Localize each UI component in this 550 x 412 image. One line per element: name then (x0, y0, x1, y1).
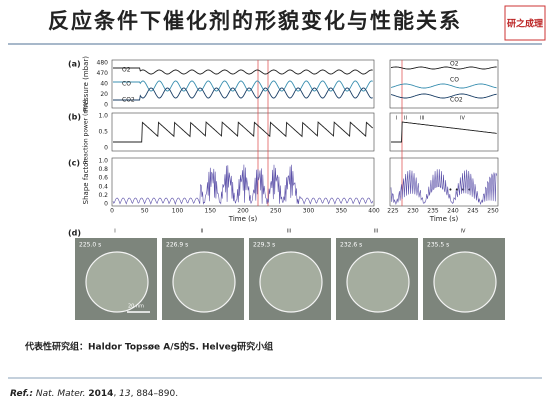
x-tick-label: 100 (172, 208, 184, 215)
y-tick-label: 0.6 (98, 175, 108, 182)
time-label: 226.9 s (166, 242, 188, 249)
y-tick-label: 0 (104, 145, 108, 152)
particle (172, 251, 236, 313)
x-tick-label: 240 (447, 208, 459, 215)
trace (113, 67, 373, 75)
panel-label: (b) (68, 113, 81, 122)
y-tick-label: 40 (100, 81, 108, 88)
particle (433, 251, 497, 313)
trace (113, 87, 373, 101)
trace (113, 80, 373, 92)
y-tick-label: 0 (104, 102, 108, 109)
y-tick-label: 1.0 (98, 113, 108, 120)
y-tick-label: 0 (104, 201, 108, 208)
trace (390, 83, 497, 89)
y-tick-label: 0.5 (98, 129, 108, 136)
x-tick-label: 235 (427, 208, 439, 215)
x-tick-label: 250 (270, 208, 282, 215)
time-label: 229.3 s (253, 242, 275, 249)
plot-frame (389, 112, 499, 152)
particle (85, 251, 149, 313)
particle (346, 251, 410, 313)
series-label: O2 (450, 61, 459, 68)
plot-frame (111, 157, 375, 207)
y-tick-label: 480 (97, 60, 109, 67)
x-tick-label: 400 (368, 208, 380, 215)
time-label: 235.5 s (427, 242, 449, 249)
stage-label: IV (461, 229, 466, 235)
plot-frame (389, 157, 499, 207)
y-tick-label: 0.4 (98, 183, 108, 190)
ref-journal: Nat. Mater. (36, 389, 86, 399)
x-tick-label: 300 (303, 208, 315, 215)
stage-label: I (396, 116, 397, 122)
time-label: 232.6 s (340, 242, 362, 249)
panel-label: (d) (68, 229, 81, 238)
x-tick-label: 250 (487, 208, 499, 215)
caption: 代表性研究组：Haldor Topsøe A/S的S. Helveg研究小组 (24, 341, 273, 353)
series-label: CO (122, 81, 131, 88)
stage-label: III (420, 116, 424, 122)
ref-prefix: Ref.: (10, 389, 33, 399)
panel-label: (a) (68, 60, 81, 69)
time-label: 225.0 s (79, 242, 101, 249)
figure: (a) (b) (c) (d) Pressure (mbar) Reaction… (68, 56, 505, 320)
x-tick-label: 200 (237, 208, 249, 215)
trace (390, 93, 497, 99)
x-tick-label: 150 (205, 208, 217, 215)
particle (259, 251, 323, 313)
x-tick-label: 230 (407, 208, 419, 215)
y-tick-label: 20 (100, 91, 108, 98)
y-tick-label: 0.2 (98, 192, 108, 199)
axis-label: Time (s) (429, 215, 459, 223)
trace (391, 121, 497, 143)
plot-frame (389, 59, 499, 109)
reference: Ref.: Nat. Mater. 2014, 13, 884–890. (10, 389, 178, 399)
y-tick-label: 470 (97, 70, 109, 77)
series-label: O2 (122, 67, 131, 74)
axis-label: Pressure (mbar) (82, 56, 90, 112)
plot-frame (111, 112, 375, 152)
series-label: CO2 (122, 97, 135, 104)
ref-pages: , 884–890. (131, 389, 178, 399)
stage-label: II (404, 116, 407, 122)
x-tick-label: 245 (467, 208, 479, 215)
x-tick-label: 350 (336, 208, 348, 215)
trace (390, 169, 497, 206)
stage-label: II (201, 229, 204, 235)
x-tick-label: 0 (110, 208, 114, 215)
stage-label: I (114, 229, 115, 235)
trace (112, 164, 373, 205)
stage-label: III (287, 229, 291, 235)
series-label: CO (450, 77, 459, 84)
axis-label: Time (s) (228, 215, 258, 223)
trace (390, 66, 497, 70)
x-tick-label: 50 (141, 208, 149, 215)
y-tick-label: 0.8 (98, 166, 108, 173)
scale-label: 20 nm (128, 304, 144, 310)
axis-label: Shape factor (82, 160, 90, 205)
axis-label: Reaction power (mW) (83, 100, 90, 165)
stage-label: IV (460, 116, 465, 122)
x-tick-label: 225 (387, 208, 399, 215)
ref-year: 2014 (88, 389, 113, 399)
y-tick-label: 1.0 (98, 158, 108, 165)
logo-box (504, 5, 546, 41)
trace (113, 121, 373, 143)
ref-volume: 13 (119, 389, 131, 399)
stage-label: III (374, 229, 378, 235)
series-label: CO2 (450, 97, 463, 104)
logo: 研之成理 (507, 18, 543, 30)
plot-frame (111, 59, 375, 109)
slide-title: 反应条件下催化剂的形貌变化与性能关系 (48, 9, 462, 33)
panel-label: (c) (68, 159, 80, 168)
